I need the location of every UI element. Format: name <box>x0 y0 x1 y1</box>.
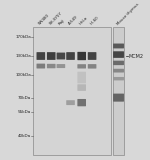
Text: 170kDa: 170kDa <box>15 35 31 39</box>
FancyBboxPatch shape <box>57 64 65 68</box>
Text: 70kDa: 70kDa <box>18 96 31 100</box>
FancyBboxPatch shape <box>66 52 75 60</box>
FancyBboxPatch shape <box>113 51 124 58</box>
FancyBboxPatch shape <box>57 53 65 60</box>
Text: Hi-60: Hi-60 <box>89 16 100 26</box>
Text: A-549: A-549 <box>68 15 79 26</box>
FancyBboxPatch shape <box>36 64 45 68</box>
FancyBboxPatch shape <box>88 52 96 60</box>
Text: HeLa: HeLa <box>79 16 89 26</box>
FancyBboxPatch shape <box>66 100 75 105</box>
Text: 130kDa: 130kDa <box>15 54 31 58</box>
FancyBboxPatch shape <box>77 52 86 60</box>
FancyBboxPatch shape <box>77 84 86 91</box>
FancyBboxPatch shape <box>77 64 86 68</box>
Text: Raji: Raji <box>58 18 66 26</box>
Bar <box>33 27 111 155</box>
Text: 55kDa: 55kDa <box>18 110 31 114</box>
FancyBboxPatch shape <box>113 44 124 48</box>
FancyBboxPatch shape <box>36 52 45 60</box>
FancyBboxPatch shape <box>77 99 86 106</box>
FancyBboxPatch shape <box>88 64 96 69</box>
FancyBboxPatch shape <box>113 61 124 65</box>
Text: 40kDa: 40kDa <box>18 134 31 138</box>
FancyBboxPatch shape <box>113 94 124 102</box>
FancyBboxPatch shape <box>113 69 124 72</box>
Text: MCM2: MCM2 <box>128 53 143 59</box>
Text: SH-SY5Y: SH-SY5Y <box>48 11 63 26</box>
Text: 100kDa: 100kDa <box>15 73 31 77</box>
FancyBboxPatch shape <box>47 64 56 68</box>
Bar <box>113 27 124 155</box>
FancyBboxPatch shape <box>77 72 86 83</box>
Text: Mouse thymus: Mouse thymus <box>116 2 140 26</box>
FancyBboxPatch shape <box>113 77 124 80</box>
FancyBboxPatch shape <box>47 52 56 60</box>
Text: SW480: SW480 <box>38 13 51 26</box>
